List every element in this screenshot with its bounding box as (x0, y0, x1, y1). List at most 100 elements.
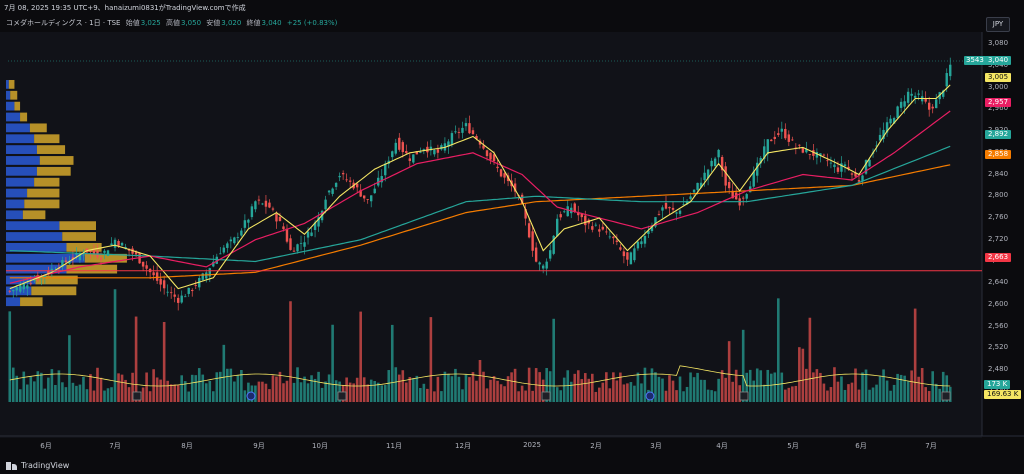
candle-body (64, 260, 68, 262)
candle-body (187, 287, 190, 294)
volume-profile-down-bar (20, 297, 43, 307)
volume-bar (882, 369, 885, 402)
candle-body (29, 283, 33, 285)
volume-bar (812, 372, 815, 402)
candle-body (324, 199, 327, 210)
volume-bar (201, 374, 205, 402)
candle-body (422, 149, 426, 151)
volume-bar (878, 376, 882, 402)
candle-body (415, 151, 419, 155)
candle-body (299, 242, 303, 244)
volume-bar (706, 389, 710, 402)
candle-body (927, 102, 931, 110)
candle-body (191, 289, 194, 292)
volume-bar (169, 384, 173, 402)
ma-mid-line (9, 110, 951, 284)
volume-bar (127, 387, 131, 402)
volume-bar (805, 368, 808, 402)
volume-profile-up-bar (6, 101, 15, 111)
candle-body (815, 152, 819, 158)
candle-body (945, 73, 948, 87)
volume-bar (485, 388, 489, 402)
volume-bar (43, 388, 47, 402)
volume-bar (773, 372, 777, 402)
volume-bar (734, 369, 738, 402)
volume-bar (296, 367, 299, 402)
candle-body (591, 226, 594, 230)
volume-bar (636, 372, 640, 402)
candle-body (636, 241, 640, 249)
volume-bar (689, 372, 692, 402)
volume-bar (383, 384, 387, 402)
volume-bar (275, 376, 278, 402)
volume-bar (226, 368, 229, 402)
candle-body (261, 203, 264, 205)
candle-body (155, 272, 159, 281)
tradingview-logo-icon (6, 461, 18, 470)
volume-bar (808, 317, 812, 402)
low-label: 安値 (206, 19, 221, 27)
volume-bar (208, 380, 212, 402)
volume-bar (548, 371, 552, 402)
candle-body (110, 243, 113, 246)
volume-bar (724, 377, 727, 402)
volume-bar (85, 389, 89, 402)
candle-body (664, 202, 668, 209)
candle-body (513, 183, 517, 192)
candle-body (370, 195, 373, 202)
candle-body (429, 146, 433, 151)
tradingview-brand[interactable]: TradingView (6, 461, 69, 470)
volume-bar (120, 374, 124, 402)
candle-body (671, 207, 675, 210)
volume-bar (822, 383, 826, 402)
candle-body (731, 190, 734, 199)
volume-profile-up-bar (6, 264, 67, 274)
candle-body (275, 213, 278, 222)
candle-body (236, 237, 240, 238)
candle-body (401, 142, 404, 153)
candle-body (173, 294, 176, 297)
volume-bar (285, 380, 289, 402)
candle-body (99, 257, 103, 260)
volume-bar (408, 377, 412, 402)
candle-body (345, 179, 348, 181)
volume-bar (29, 376, 33, 402)
volume-bar (675, 390, 678, 402)
volume-bar (857, 389, 861, 402)
candle-body (527, 223, 531, 238)
candle-body (935, 99, 938, 109)
volume-bar (654, 372, 657, 402)
candle-body (454, 131, 457, 133)
volume-profile-up-bar (6, 156, 40, 165)
candle-body (808, 154, 812, 155)
volume-bar (510, 372, 513, 402)
candle-body (622, 251, 626, 257)
volume-bar (583, 373, 587, 402)
candle-body (685, 200, 689, 205)
candle-body (770, 139, 773, 142)
candle-body (141, 261, 145, 267)
volume-bar (422, 383, 426, 402)
volume-bar (440, 391, 443, 402)
volume-profile-down-bar (35, 275, 78, 285)
volume-bar (906, 381, 910, 402)
candle-body (882, 129, 885, 139)
symbol-title[interactable]: コメダホールディングス · 1日 · TSE (6, 19, 121, 27)
candle-body (162, 280, 166, 289)
volume-bar (190, 374, 194, 402)
volume-profile-up-bar (6, 112, 21, 122)
currency-button[interactable]: JPY (986, 17, 1010, 32)
volume-bar (755, 368, 759, 402)
volume-profile-down-bar (59, 221, 96, 231)
candle-body (15, 287, 18, 291)
volume-bar (117, 373, 120, 402)
time-tick-label: 2025 (523, 441, 541, 449)
volume-bar (50, 369, 54, 402)
candle-body (405, 150, 408, 154)
candle-body (334, 182, 338, 187)
candle-body (854, 172, 857, 177)
volume-bar (359, 311, 362, 402)
price-tick-label: 3,080 (988, 39, 1009, 48)
candle-body (205, 272, 208, 279)
